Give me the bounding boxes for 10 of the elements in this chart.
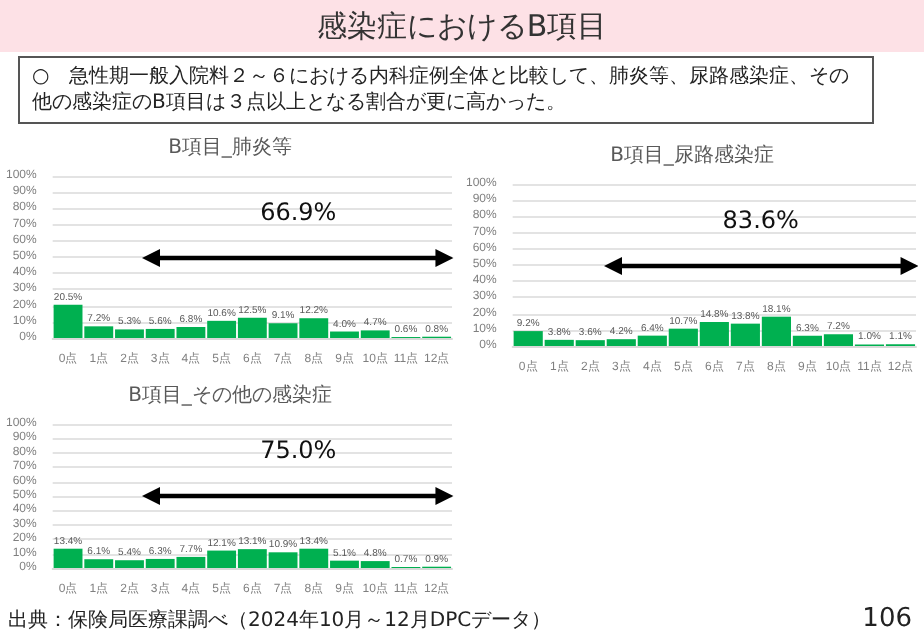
chart-title: B項目_肺炎等	[168, 135, 292, 159]
annotation: 75.0%	[260, 436, 337, 464]
text: 106	[862, 604, 912, 634]
annotation: 66.9%	[260, 197, 337, 225]
source-note: 出典：保険局医療課調べ（2024年10月～12月DPCデータ）	[8, 607, 552, 634]
chart-title: B項目_尿路感染症	[610, 143, 774, 167]
chart-title: B項目_その他の感染症	[128, 383, 332, 407]
annotation: 83.6%	[722, 205, 799, 233]
text: ○ 急性期一般入院料２～６における内科症例全体と比較して、肺炎等、尿路感染症、その他の感染症のB項目は３点以上となる割合が更に高かった。	[18, 56, 874, 124]
text: 感染症におけるB項目	[0, 0, 924, 52]
